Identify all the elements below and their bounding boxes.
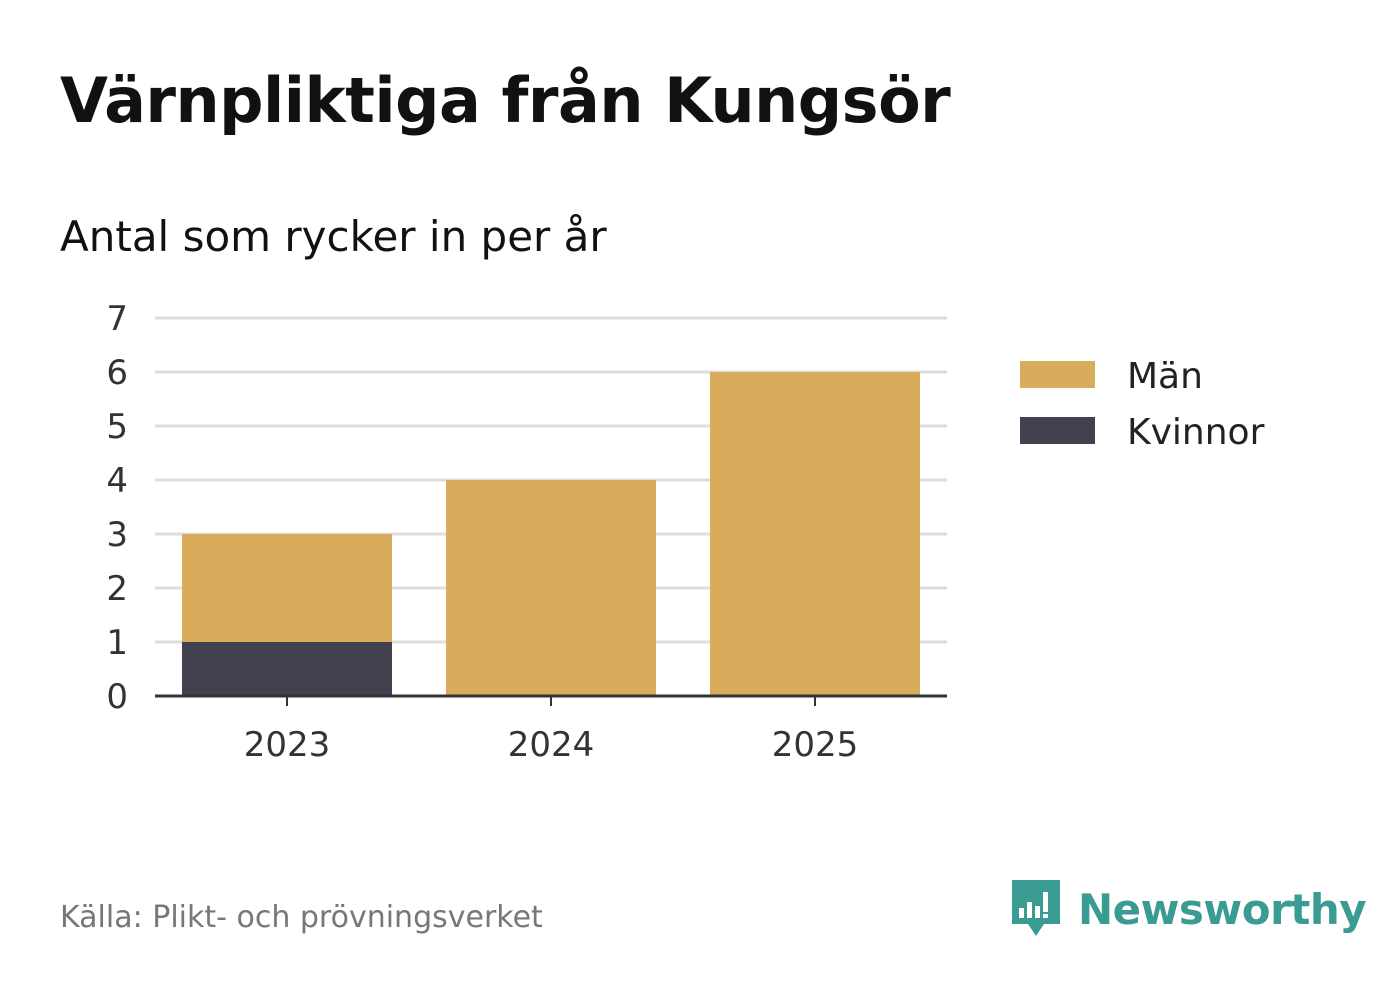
y-tick-label: 3: [106, 515, 128, 555]
y-tick-label: 6: [106, 353, 128, 393]
chart-title: Värnpliktiga från Kungsör: [60, 64, 951, 137]
bar-kvinnor-2023: [182, 642, 392, 696]
y-tick-label: 7: [106, 299, 128, 339]
legend-swatch-kvinnor: [1020, 417, 1095, 444]
bar-män-2025: [710, 372, 920, 696]
brand-name: Newsworthy: [1078, 884, 1367, 934]
legend-label-kvinnor: Kvinnor: [1127, 412, 1265, 453]
y-tick-label: 5: [106, 407, 128, 447]
y-tick-label: 0: [106, 677, 128, 717]
x-tick-label: 2025: [772, 725, 859, 765]
x-tick-label: 2024: [508, 725, 595, 765]
y-tick-label: 1: [106, 623, 128, 663]
x-tick-label: 2023: [244, 725, 331, 765]
chart-subtitle: Antal som rycker in per år: [60, 212, 607, 261]
bar-män-2023: [182, 534, 392, 642]
source-note: Källa: Plikt- och prövningsverket: [60, 900, 543, 935]
y-tick-label: 2: [106, 569, 128, 609]
y-tick-label: 4: [106, 461, 128, 501]
bar-män-2024: [446, 480, 656, 696]
legend-swatch-män: [1020, 361, 1095, 388]
brand-logo: Newsworthy: [1010, 878, 1367, 940]
bar-chart: 0 1 2 3 4 5 6 7 2023 2024 2025 Män Kvinnor: [106, 299, 1265, 765]
legend-label-män: Män: [1127, 356, 1203, 397]
newsworthy-logo-icon: [1012, 880, 1060, 936]
